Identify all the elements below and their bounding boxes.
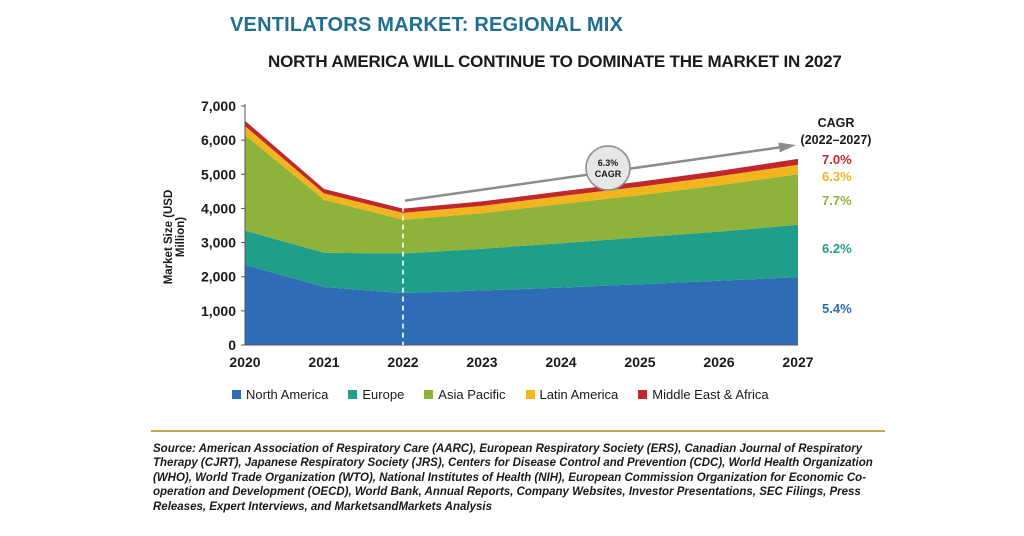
area-asia-pacific [245,135,798,254]
cagr-label-asia-pacific: 7.7% [822,193,852,208]
cagr-header: CAGR [818,116,855,130]
legend-item: Latin America [525,386,619,402]
chart-title: VENTILATORS MARKET: REGIONAL MIX [230,14,624,36]
divider-rule [151,430,885,432]
legend-item: Asia Pacific [424,386,506,402]
x-tick-label: 2020 [229,354,260,370]
legend-label: Asia Pacific [438,386,506,402]
legend-item: Europe [348,387,404,402]
cagr-label-latin-america: 6.3% [822,169,852,184]
cagr-label-north-america: 5.4% [822,301,852,316]
legend-swatch [525,389,535,399]
x-tick-label: 2023 [466,354,497,370]
x-tick-label: 2022 [387,354,418,370]
area-north-america [245,264,798,345]
y-tick-label: 2,000 [201,269,236,285]
overall-cagr-bubble [585,145,631,191]
area-europe [245,224,798,294]
y-tick-label: 0 [228,337,236,353]
x-tick-label: 2027 [782,354,813,370]
overall-cagr-label: CAGR [595,169,622,179]
x-tick-label: 2021 [308,354,339,370]
legend-label: Middle East & Africa [652,386,769,402]
legend-label: Europe [362,386,405,402]
chart-subtitle: NORTH AMERICA WILL CONTINUE TO DOMINATE … [268,52,842,71]
cagr-label-europe: 6.2% [822,241,852,256]
overall-cagr-value: 6.3% [598,158,619,168]
legend-swatch [638,389,648,399]
x-tick-label: 2026 [703,354,734,370]
legend: North America Europe Asia Pacific Latin Ame… [232,384,789,404]
legend-swatch [424,389,434,399]
legend-swatch [348,389,358,399]
legend-item: Middle East & Africa [638,386,769,402]
cagr-arrowhead [778,142,796,153]
cagr-period: (2022–2027) [801,133,872,147]
y-tick-label: 5,000 [201,166,236,182]
y-tick-label: 6,000 [201,132,236,148]
x-tick-label: 2025 [624,354,655,370]
legend-item: North America [232,387,328,402]
y-tick-label: 1,000 [201,303,236,319]
y-tick-label: 4,000 [201,200,236,216]
cagr-label-middle-east-africa: 7.0% [822,152,852,167]
y-tick-label: 3,000 [201,235,236,251]
legend-label: North America [246,386,329,402]
legend-label: Latin America [539,386,619,402]
y-tick-label: 7,000 [201,98,236,114]
source-note: Source: American Association of Respirat… [153,443,873,513]
x-tick-label: 2024 [545,354,576,370]
legend-swatch [232,389,241,399]
